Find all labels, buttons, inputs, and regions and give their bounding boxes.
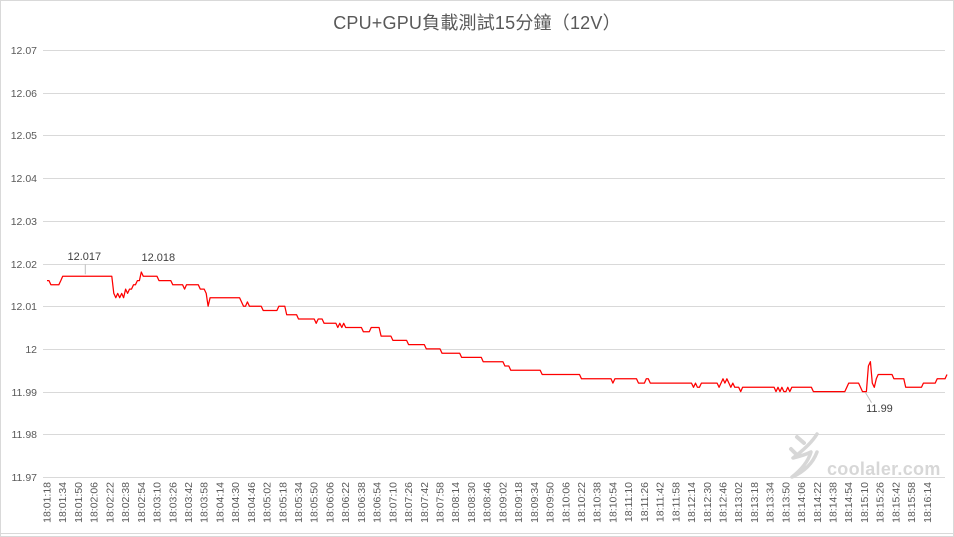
x-axis-tick-label: 18:04:46	[246, 482, 258, 523]
x-axis-tick-label: 18:10:38	[592, 482, 604, 523]
x-axis-tick-label: 18:14:38	[828, 482, 840, 523]
annotation-leader-line	[865, 392, 872, 403]
y-axis-tick-label: 12.05	[11, 130, 37, 142]
x-axis-tick-label: 18:13:02	[733, 482, 745, 523]
x-axis-tick-label: 18:02:22	[104, 482, 116, 523]
x-axis-tick-label: 18:09:18	[513, 482, 525, 523]
y-axis-tick-label: 12.03	[11, 216, 37, 228]
x-axis-tick-label: 18:07:26	[403, 482, 415, 523]
x-axis-tick-label: 18:11:10	[623, 482, 635, 522]
data-label-12018: 12.018	[141, 252, 176, 265]
x-axis-tick-label: 18:03:58	[199, 482, 211, 523]
x-axis-tick-label: 18:07:42	[419, 482, 431, 523]
x-axis-tick-label: 18:01:50	[73, 482, 85, 523]
x-axis-tick-label: 18:09:50	[545, 482, 557, 523]
x-axis-tick-label: 18:12:14	[686, 482, 698, 523]
y-axis-tick-label: 12.07	[11, 45, 37, 57]
x-axis-tick-label: 18:15:42	[890, 482, 902, 523]
y-axis-tick-label: 11.97	[12, 472, 38, 484]
x-axis-tick-label: 18:02:54	[136, 482, 148, 523]
x-axis-tick-label: 18:10:06	[560, 482, 572, 523]
x-axis-tick-label: 18:03:42	[183, 482, 195, 523]
x-axis-tick-label: 18:14:22	[812, 482, 824, 523]
x-axis-tick-label: 18:05:18	[277, 482, 289, 523]
x-axis-tick-label: 18:06:54	[372, 482, 384, 523]
x-axis-tick-label: 18:11:26	[639, 482, 651, 522]
x-axis-tick-label: 18:08:30	[466, 482, 478, 523]
x-axis-tick-label: 18:14:06	[796, 482, 808, 523]
x-axis-tick-label: 18:12:46	[718, 482, 730, 523]
series-line-12v	[47, 271, 948, 393]
x-axis-tick-label: 18:10:22	[576, 482, 588, 523]
x-axis-tick-label: 18:12:30	[702, 482, 714, 523]
chart-bottom-border-line	[1, 533, 953, 534]
x-axis-tick-label: 18:04:30	[230, 482, 242, 523]
y-axis-tick-label: 12.06	[11, 88, 37, 100]
x-axis-tick-label: 18:06:38	[356, 482, 368, 523]
x-axis-tick-label: 18:04:14	[214, 482, 226, 523]
x-axis-tick-label: 18:13:50	[780, 482, 792, 523]
x-axis-tick-label: 18:05:02	[262, 482, 274, 523]
x-axis-tick-label: 18:13:34	[765, 482, 777, 523]
x-axis-tick-label: 18:16:14	[922, 482, 934, 523]
x-axis-tick-label: 18:08:14	[450, 482, 462, 523]
y-axis-tick-label: 12.01	[11, 301, 37, 313]
x-axis-tick-label: 18:11:58	[670, 482, 682, 522]
y-axis-tick-label: 11.98	[12, 429, 38, 441]
x-axis-tick-label: 18:11:42	[655, 482, 667, 522]
x-axis-tick-label: 18:05:50	[309, 482, 321, 523]
x-axis-tick-label: 18:08:46	[482, 482, 494, 523]
y-axis-tick-label: 11.99	[12, 387, 38, 399]
x-axis-tick-label: 18:02:06	[89, 482, 101, 523]
coolaler-watermark: coolaler.com	[783, 430, 941, 480]
x-axis-tick-label: 18:06:22	[340, 482, 352, 523]
x-axis-tick-label: 18:15:58	[906, 482, 918, 523]
x-axis-tick-label: 18:09:02	[497, 482, 509, 523]
x-axis-tick-label: 18:13:18	[749, 482, 761, 523]
y-axis-tick-label: 12.02	[11, 259, 37, 271]
x-axis-tick-label: 18:15:26	[875, 482, 887, 523]
x-axis-tick-label: 18:01:18	[42, 482, 54, 523]
data-label-12017: 12.017	[67, 251, 102, 264]
y-axis-tick-label: 12.04	[11, 173, 37, 185]
x-axis-tick-label: 18:09:34	[529, 482, 541, 523]
x-axis-tick-label: 18:02:38	[120, 482, 132, 523]
y-axis-tick-label: 12	[25, 344, 37, 356]
data-label-1199: 11.99	[866, 402, 893, 415]
x-axis-tick-label: 18:03:26	[167, 482, 179, 523]
chart-title: CPU+GPU負載測試15分鐘（12V）	[333, 13, 621, 33]
x-axis-tick-label: 18:01:34	[57, 482, 69, 523]
x-axis-tick-label: 18:03:10	[152, 482, 164, 523]
x-axis-tick-label: 18:05:34	[293, 482, 305, 523]
coolaler-watermark-text: coolaler.com	[827, 459, 941, 479]
coolaler-logo-swoosh-icon	[789, 432, 819, 479]
x-axis-tick-label: 18:10:54	[607, 482, 619, 523]
x-axis-tick-label: 18:06:06	[325, 482, 337, 523]
x-axis-tick-label: 18:15:10	[859, 482, 871, 523]
x-axis-tick-label: 18:14:54	[843, 482, 855, 523]
x-axis-tick-label: 18:07:58	[435, 482, 447, 523]
x-axis-tick-label: 18:07:10	[387, 482, 399, 523]
